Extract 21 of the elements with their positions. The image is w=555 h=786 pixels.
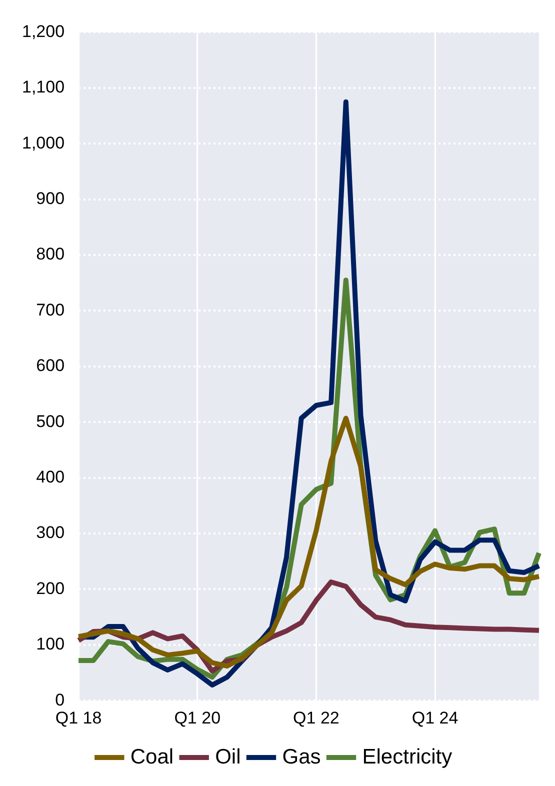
legend-label: Electricity — [362, 745, 453, 768]
y-tick-label: 0 — [55, 690, 65, 710]
x-tick-label: Q1 18 — [55, 708, 102, 728]
y-tick-label: 800 — [36, 244, 65, 264]
y-tick-label: 900 — [36, 188, 65, 208]
y-tick-label: 200 — [36, 578, 65, 598]
legend-label: Coal — [130, 745, 174, 768]
x-tick-label: Q1 24 — [412, 708, 458, 728]
y-tick-label: 600 — [36, 356, 65, 376]
y-tick-label: 1,200 — [22, 22, 65, 41]
y-tick-label: 1,100 — [22, 78, 65, 97]
y-tick-label: 400 — [36, 467, 65, 486]
legend-label: Gas — [282, 745, 321, 768]
y-tick-label: 700 — [36, 300, 65, 320]
y-tick-label: 500 — [36, 412, 65, 431]
x-tick-label: Q1 22 — [293, 708, 340, 728]
x-tick-label: Q1 20 — [174, 708, 221, 728]
y-tick-label: 100 — [36, 634, 65, 654]
y-tick-label: 300 — [36, 523, 65, 542]
legend-label: Oil — [215, 745, 241, 768]
y-tick-label: 1,000 — [22, 133, 65, 152]
